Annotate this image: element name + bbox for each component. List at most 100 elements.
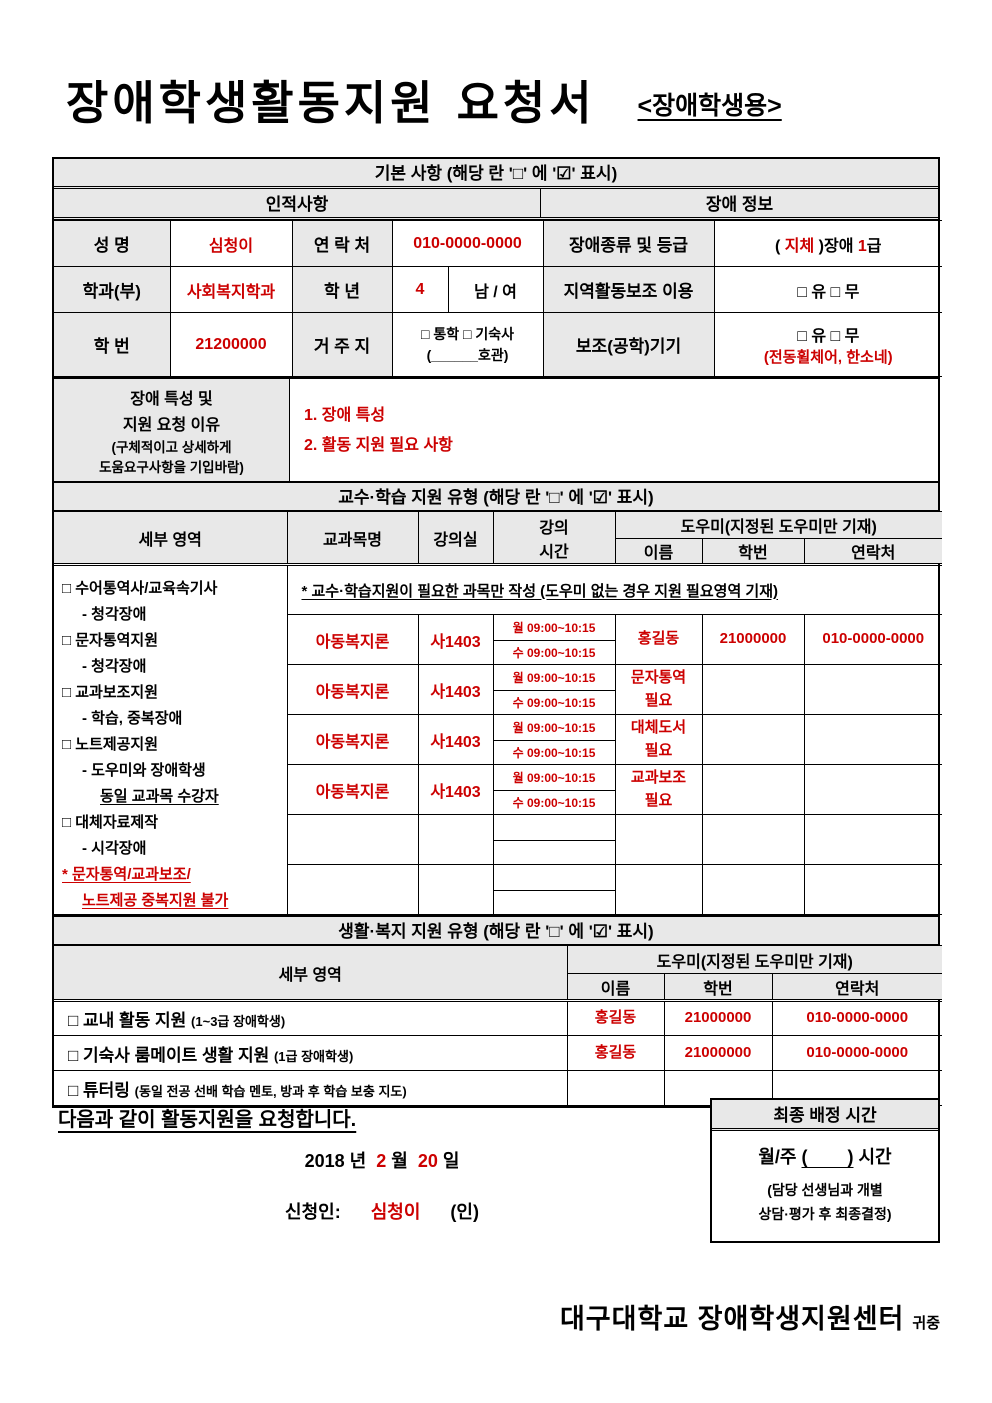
final-assignment-hours: 월/주 ( ) 시간	[718, 1143, 932, 1169]
checkbox-icon: □	[62, 814, 72, 831]
table-row: 학 번 21200000 거 주 지 □ 통학 □ 기숙사 (______호관)…	[54, 312, 943, 377]
course-name	[287, 814, 419, 865]
hours-suffix: 시간	[853, 1147, 892, 1167]
col-header-helper-name: 이름	[567, 973, 665, 1002]
date-day: 20	[417, 1151, 438, 1171]
residence-blank: (______호관)	[426, 346, 509, 363]
table-header-row: 이름 학번 연락처	[54, 538, 942, 566]
checklist-item: □ 노트제공지원	[62, 732, 286, 758]
date-month: 2	[376, 1151, 387, 1171]
reason-row: 장애 특성 및 지원 요청 이유 (구체적이고 상세하게 도움요구사항을 기입바…	[54, 377, 938, 481]
col-header-time-line: 시간	[539, 543, 569, 561]
section-header-teach: 교수·학습 지원 유형 (해당 란 '□' 에 '☑' 표시)	[54, 481, 938, 511]
course-name	[287, 864, 419, 915]
helper-phone: 010-0000-0000	[771, 1035, 942, 1071]
dept-label: 학과(부)	[54, 266, 171, 313]
checkbox-icon: □	[68, 1080, 79, 1100]
course-time: 월 09:00~10:15	[492, 714, 616, 741]
helper-sid: 21000000	[663, 1000, 773, 1036]
helper-sid	[701, 864, 805, 915]
reason-content-line: 1. 장애 특성	[304, 407, 386, 424]
course-row: 아동복지론 사1403 월 09:00~10:15 대체도서 필요	[54, 714, 942, 765]
life-area-label: 튜터링	[83, 1080, 130, 1100]
helper-name	[566, 1070, 665, 1106]
helper-name-line: 필요	[644, 691, 673, 709]
checklist-sub: - 학습, 중복장애	[82, 710, 183, 727]
helper-name-line: 홍길동	[637, 630, 680, 648]
checkbox-icon: □	[62, 736, 72, 753]
teach-support-table: 세부 영역 교과목명 강의실 강의 시간 도우미(지정된 도우미만 기재) 이름 …	[54, 511, 942, 915]
name-label: 성 명	[54, 220, 171, 267]
course-room	[417, 814, 494, 865]
note-line: 상담·평가 후 최종결정)	[758, 1205, 892, 1222]
applicant-line: 신청인: 심청이 (인)	[52, 1198, 712, 1224]
checklist-sub: - 도우미와 장애학생	[82, 762, 206, 779]
duplicate-support-warning: * 문자통역/교과보조/	[62, 866, 191, 883]
checkbox-icon: □	[62, 580, 72, 597]
course-time	[492, 864, 616, 891]
disability-info-header: 장애 정보	[705, 195, 774, 214]
helper-name-line: 필요	[644, 791, 673, 809]
table-row: 성 명 심청이 연 락 처 010-0000-0000 장애종류 및 등급 ( …	[54, 220, 943, 267]
course-row: 아동복지론 사1403 월 09:00~10:15 교과보조 필요	[54, 764, 942, 815]
date-year-label: 년	[344, 1151, 377, 1171]
residence-options: □ 통학 □ 기숙사	[421, 326, 514, 343]
course-time: 월 09:00~10:15	[492, 614, 616, 641]
helper-sid	[701, 714, 805, 765]
student-id-value: 21200000	[169, 312, 293, 377]
checkbox-icon: □	[68, 1045, 79, 1065]
residence-label: 거 주 지	[291, 312, 393, 377]
course-time: 수 09:00~10:15	[493, 790, 615, 815]
final-assignment-box: 최종 배정 시간 월/주 ( ) 시간 (담당 선생님과 개별 상담·평가 후 …	[710, 1098, 940, 1243]
helper-name-line: 대체도서	[630, 719, 687, 736]
section-header-basic: 기본 사항 (해당 란 '□' 에 '☑' 표시)	[54, 159, 938, 189]
teach-note: * 교수·학습지원이 필요한 과목만 작성 (도우미 없는 경우 지원 필요영역…	[286, 564, 942, 615]
course-time	[492, 814, 616, 841]
course-room: 사1403	[417, 664, 494, 715]
col-header-area: 세부 영역	[54, 945, 568, 1002]
course-time: 수 09:00~10:15	[493, 740, 615, 765]
section-header-life: 생활·복지 지원 유형 (해당 란 '□' 에 '☑' 표시)	[54, 915, 938, 945]
dept-value: 사회복지학과	[169, 266, 293, 313]
helper-name: 대체도서 필요	[614, 714, 703, 765]
course-row	[54, 864, 942, 915]
col-header-helper: 도우미(지정된 도우미만 기재)	[566, 945, 942, 974]
table-header-row: 이름 학번 연락처	[54, 973, 942, 1002]
checkbox-icon: □	[62, 632, 72, 649]
course-room: 사1403	[417, 614, 494, 665]
date-year: 2018	[304, 1151, 345, 1171]
duplicate-support-warning: 노트제공 중복지원 불가	[82, 892, 229, 909]
regional-support-label: 지역활동보조 이용	[542, 266, 715, 313]
helper-name: 문자통역 필요	[614, 664, 703, 715]
disability-grade-value: ( 지체 )장애 1급	[713, 220, 943, 267]
personal-info-header: 인적사항	[54, 189, 542, 217]
helper-phone	[803, 714, 942, 765]
helper-name: 홍길동	[566, 1035, 665, 1071]
helper-sid	[701, 764, 805, 815]
contact-label: 연 락 처	[291, 220, 393, 267]
col-header-helper-phone: 연락처	[771, 973, 942, 1002]
checklist-label: 노트제공지원	[75, 736, 159, 753]
recipient-organization: 대구대학교 장애학생지원센터	[559, 1304, 905, 1334]
helper-sid: 21000000	[701, 614, 805, 665]
date-day-label: 일	[437, 1151, 460, 1171]
reason-label-line: 지원 요청 이유	[122, 416, 221, 434]
seal-label: (인)	[420, 1202, 479, 1222]
course-row-sub: 수 09:00~10:15	[54, 740, 942, 765]
table-header-row: 세부 영역 교과목명 강의실 강의 시간 도우미(지정된 도우미만 기재)	[54, 511, 942, 566]
checkbox-icon: □	[62, 684, 72, 701]
helper-phone	[803, 664, 942, 715]
grade-part: )장애	[814, 237, 858, 255]
helper-phone	[803, 814, 942, 865]
reason-label: 장애 특성 및 지원 요청 이유 (구체적이고 상세하게 도움요구사항을 기입바…	[54, 379, 290, 481]
table-row: 학과(부) 사회복지학과 학 년 4 남 / 여 지역활동보조 이용 □ 유 □…	[54, 266, 943, 313]
year-label: 학 년	[291, 266, 393, 313]
request-statement: 다음과 같이 활동지원을 요청합니다.	[58, 1109, 357, 1131]
helper-phone	[803, 864, 942, 915]
contact-value: 010-0000-0000	[391, 220, 544, 267]
assistive-device-label: 보조(공학)기기	[542, 312, 715, 377]
checklist-sub: - 청각장애	[82, 658, 147, 675]
checklist-label: 교과보조지원	[75, 684, 159, 701]
disability-type-label: 장애종류 및 등급	[542, 220, 715, 267]
reason-label-small: 도움요구사항을 기입바람)	[99, 460, 244, 476]
